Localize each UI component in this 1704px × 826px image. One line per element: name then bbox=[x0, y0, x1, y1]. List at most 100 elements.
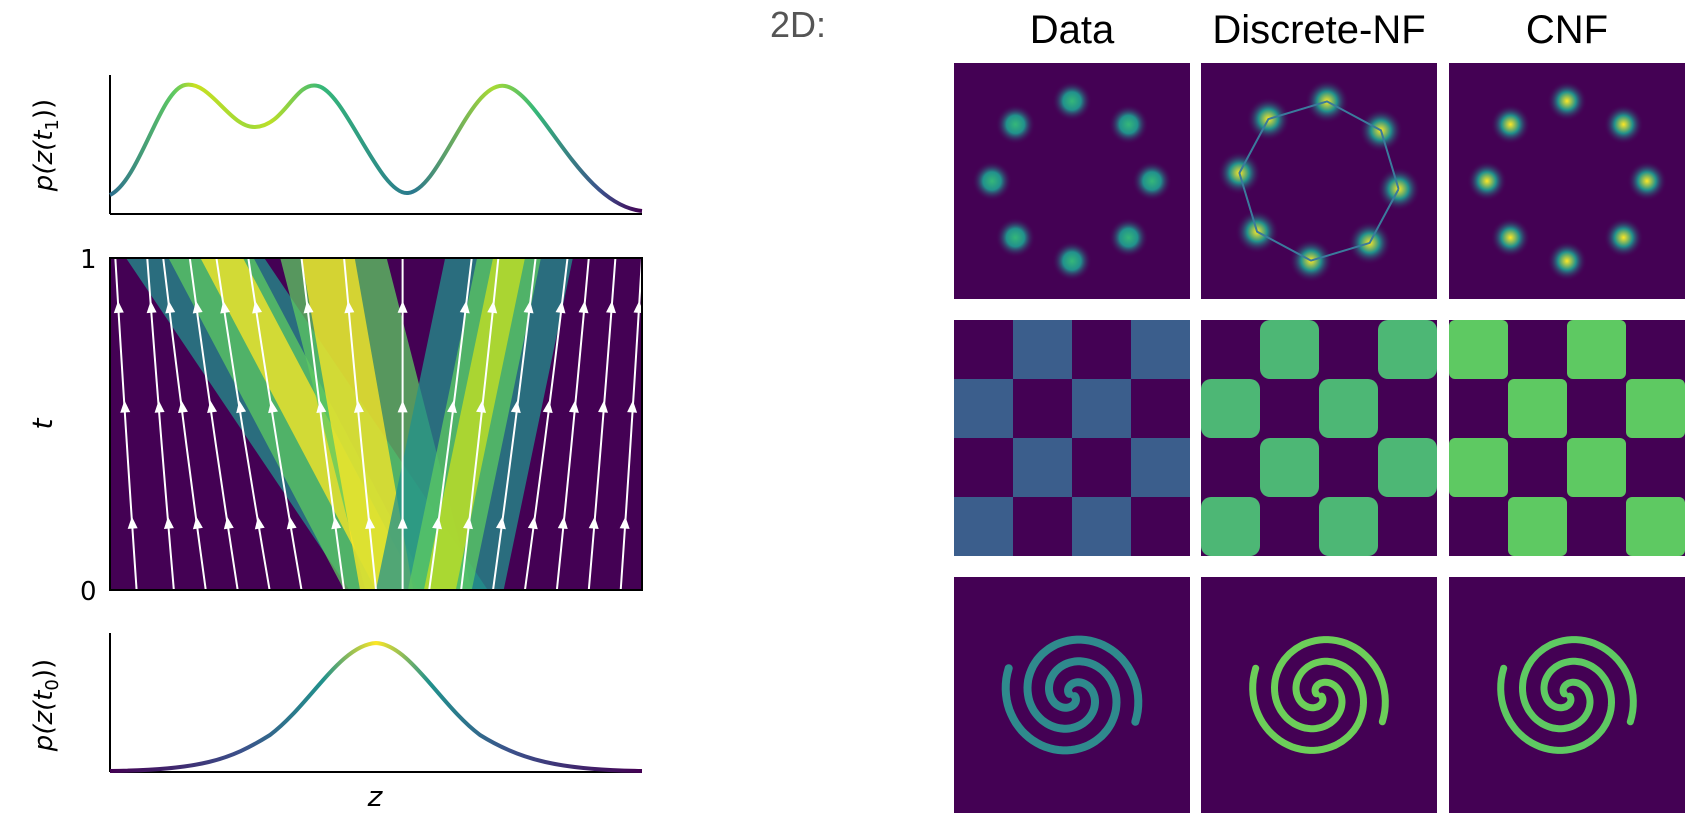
panel-data-gaussians bbox=[954, 63, 1190, 299]
streamline-arrow bbox=[98, 516, 109, 529]
density-band bbox=[301, 258, 414, 590]
gaussian-blob bbox=[1467, 161, 1507, 201]
streamline-arrow bbox=[165, 300, 176, 314]
panel-cnf-spirals bbox=[1449, 577, 1685, 813]
panel-discrete-nf-checkerboard bbox=[1201, 320, 1437, 556]
streamline-arrow bbox=[523, 300, 534, 314]
streamline-arrow bbox=[633, 300, 642, 314]
streamline-arrow bbox=[127, 516, 138, 529]
spiral-arm bbox=[1001, 657, 1121, 755]
streamline-arrow bbox=[316, 400, 327, 413]
streamline-arrow bbox=[344, 300, 355, 314]
streamline bbox=[300, 258, 346, 590]
streamline-arrow bbox=[220, 300, 231, 314]
connecting-ridge bbox=[1238, 100, 1400, 262]
spiral-arm bbox=[1270, 636, 1389, 733]
spiral-arm bbox=[1518, 636, 1637, 733]
gaussian-blob bbox=[1547, 241, 1587, 281]
top-ylabel-sub: 1 bbox=[42, 119, 63, 130]
checker-cell bbox=[1260, 438, 1319, 497]
streamline bbox=[428, 258, 473, 590]
heading-2d: 2D: bbox=[770, 4, 827, 45]
streamline-arrow bbox=[87, 400, 98, 413]
checker-cell bbox=[1567, 320, 1626, 379]
streamline-arrow bbox=[606, 300, 616, 314]
streamline bbox=[247, 258, 303, 590]
streamline bbox=[523, 258, 569, 590]
panel-data-checkerboard bbox=[954, 320, 1190, 556]
checker-cell bbox=[1378, 320, 1437, 379]
streamline-arrow bbox=[568, 400, 579, 413]
spiral-arm bbox=[1023, 635, 1143, 733]
streamline-arrow bbox=[527, 516, 538, 530]
streamline-arrow bbox=[487, 300, 498, 314]
gaussian-blob bbox=[995, 217, 1036, 258]
streamline-arrow bbox=[163, 516, 174, 529]
panel-cnf-gaussians bbox=[1449, 63, 1685, 299]
streamline bbox=[188, 258, 239, 590]
checker-cell bbox=[954, 379, 1013, 438]
checker-cell bbox=[1131, 438, 1190, 497]
checker-cell bbox=[1626, 497, 1685, 556]
column-label-data: Data bbox=[1029, 8, 1115, 52]
svg-text:p(z(t1)): p(z(t1)) bbox=[29, 99, 63, 192]
streamline-arrow bbox=[578, 300, 589, 314]
streamline-arrow bbox=[254, 516, 265, 530]
streamline-arrow bbox=[252, 300, 263, 314]
streamline-arrow bbox=[588, 516, 599, 529]
streamline-arrow bbox=[555, 300, 566, 314]
top-ylabel-end: )) bbox=[29, 99, 59, 119]
streamline-arrow bbox=[542, 400, 553, 413]
spiral-arm bbox=[1249, 657, 1368, 754]
checker-cell bbox=[1508, 497, 1567, 556]
streamline bbox=[492, 258, 537, 590]
checker-cell bbox=[1319, 379, 1378, 438]
flow-field-plot: 1 0 t bbox=[26, 245, 643, 607]
checker-cell bbox=[1201, 497, 1260, 556]
panel-cnf-checkerboard bbox=[1449, 320, 1685, 556]
streamline-arrow bbox=[365, 516, 376, 530]
bottom-ylabel-sub: 0 bbox=[42, 679, 63, 690]
bottom-ylabel-end: )) bbox=[29, 659, 59, 679]
svg-text:p(z(t0)): p(z(t0)) bbox=[29, 659, 63, 752]
streamline-arrow bbox=[619, 516, 630, 529]
streamline-arrow bbox=[598, 400, 609, 413]
checker-cell bbox=[1449, 320, 1508, 379]
streamline-arrow bbox=[495, 516, 506, 530]
panel-data-spirals bbox=[954, 577, 1190, 813]
streamline-arrow bbox=[397, 300, 408, 313]
streamline-arrow bbox=[397, 516, 408, 529]
gaussian-blob bbox=[1132, 161, 1172, 201]
checker-cell bbox=[1072, 379, 1131, 438]
streamline-arrow bbox=[447, 400, 457, 413]
top-ylabel: p(z(t bbox=[29, 130, 59, 192]
flow-figure: p(z(t1)) 1 0 t p(z(t0)) z bbox=[26, 75, 643, 813]
streamline bbox=[162, 258, 207, 590]
checker-cell bbox=[1260, 320, 1319, 379]
streamline-arrow bbox=[463, 516, 473, 530]
gaussian-blob bbox=[1108, 104, 1149, 145]
gaussian-blob bbox=[1547, 81, 1587, 121]
top-density-plot: p(z(t1)) bbox=[29, 75, 643, 215]
bottom-ylabel: p(z(t bbox=[29, 690, 59, 752]
streamline-arrow bbox=[476, 400, 487, 413]
streamline-arrow bbox=[627, 400, 638, 413]
streamline-arrow bbox=[192, 516, 203, 530]
gaussian-blob bbox=[1627, 161, 1667, 201]
streamline-arrow bbox=[353, 400, 364, 413]
gaussian-blob bbox=[1052, 81, 1092, 121]
gaussian-blob bbox=[1490, 217, 1531, 258]
gaussian-blob bbox=[1108, 217, 1149, 258]
streamline-arrow bbox=[207, 400, 218, 414]
streamline-arrow bbox=[223, 516, 234, 530]
checker-cell bbox=[1201, 379, 1260, 438]
density-band bbox=[423, 258, 525, 590]
streamline-arrow bbox=[331, 516, 342, 530]
spiral-arm bbox=[1497, 657, 1616, 754]
checker-cell bbox=[1378, 438, 1437, 497]
gaussian-blob bbox=[1603, 104, 1644, 145]
panel-discrete-nf-gaussians bbox=[1201, 63, 1437, 299]
bottom-density-curve bbox=[109, 640, 643, 773]
streamline-arrow bbox=[268, 400, 278, 414]
streamline-arrow bbox=[303, 300, 314, 314]
